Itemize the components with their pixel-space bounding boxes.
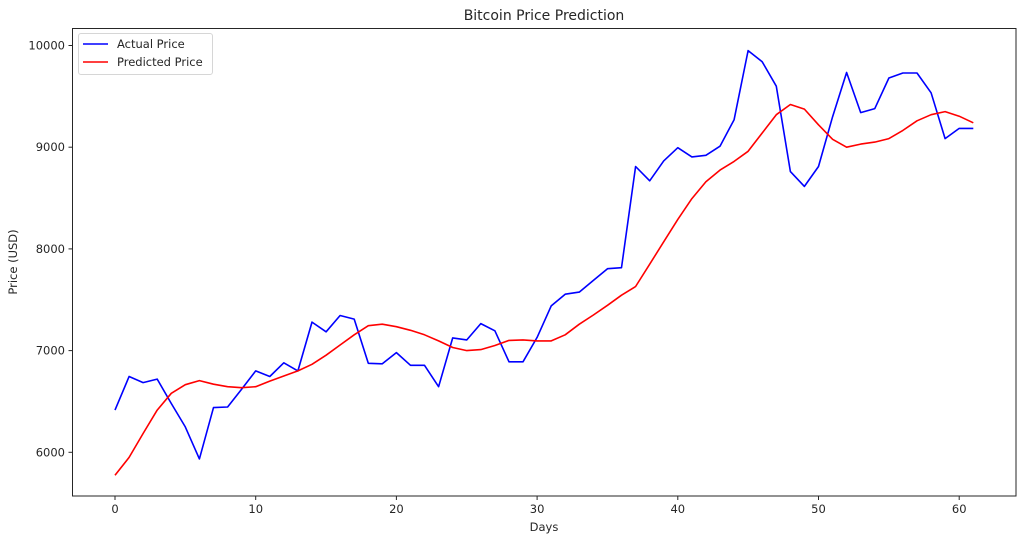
x-axis-label: Days xyxy=(530,520,559,534)
y-tick-label: 9000 xyxy=(36,140,65,154)
plot-series xyxy=(114,49,974,476)
y-tick-label: 7000 xyxy=(36,344,65,358)
axes-frame xyxy=(72,28,1017,497)
chart-title: Bitcoin Price Prediction xyxy=(464,8,625,24)
y-axis-label: Price (USD) xyxy=(6,229,20,294)
x-tick-label: 40 xyxy=(670,502,685,516)
actual-price-line xyxy=(114,49,974,460)
legend-actual-label: Actual Price xyxy=(117,37,185,51)
predicted-price-line xyxy=(114,103,974,476)
legend: Actual Price Predicted Price xyxy=(78,33,213,75)
x-axis: 0 10 20 30 40 50 60 xyxy=(111,496,967,516)
y-tick-label: 6000 xyxy=(36,445,65,459)
x-tick-label: 60 xyxy=(952,502,967,516)
x-tick-label: 0 xyxy=(111,502,118,516)
x-tick-label: 50 xyxy=(811,502,826,516)
legend-box xyxy=(78,33,213,75)
y-tick-label: 8000 xyxy=(36,242,65,256)
y-axis: 6000 7000 8000 9000 10000 xyxy=(28,39,73,459)
x-tick-label: 30 xyxy=(530,502,545,516)
x-tick-label: 10 xyxy=(248,502,263,516)
x-tick-label: 20 xyxy=(389,502,404,516)
legend-predicted-label: Predicted Price xyxy=(117,55,203,69)
y-tick-label: 10000 xyxy=(28,39,65,53)
